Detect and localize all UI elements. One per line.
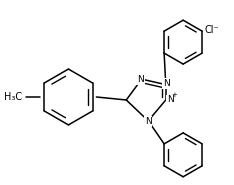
Text: N: N [167, 95, 174, 105]
Text: N: N [145, 117, 152, 126]
Text: +: + [171, 92, 177, 98]
Text: N: N [137, 75, 144, 84]
Text: Cl⁻: Cl⁻ [205, 25, 219, 35]
Text: N: N [163, 79, 170, 88]
Text: H₃C: H₃C [4, 92, 22, 102]
